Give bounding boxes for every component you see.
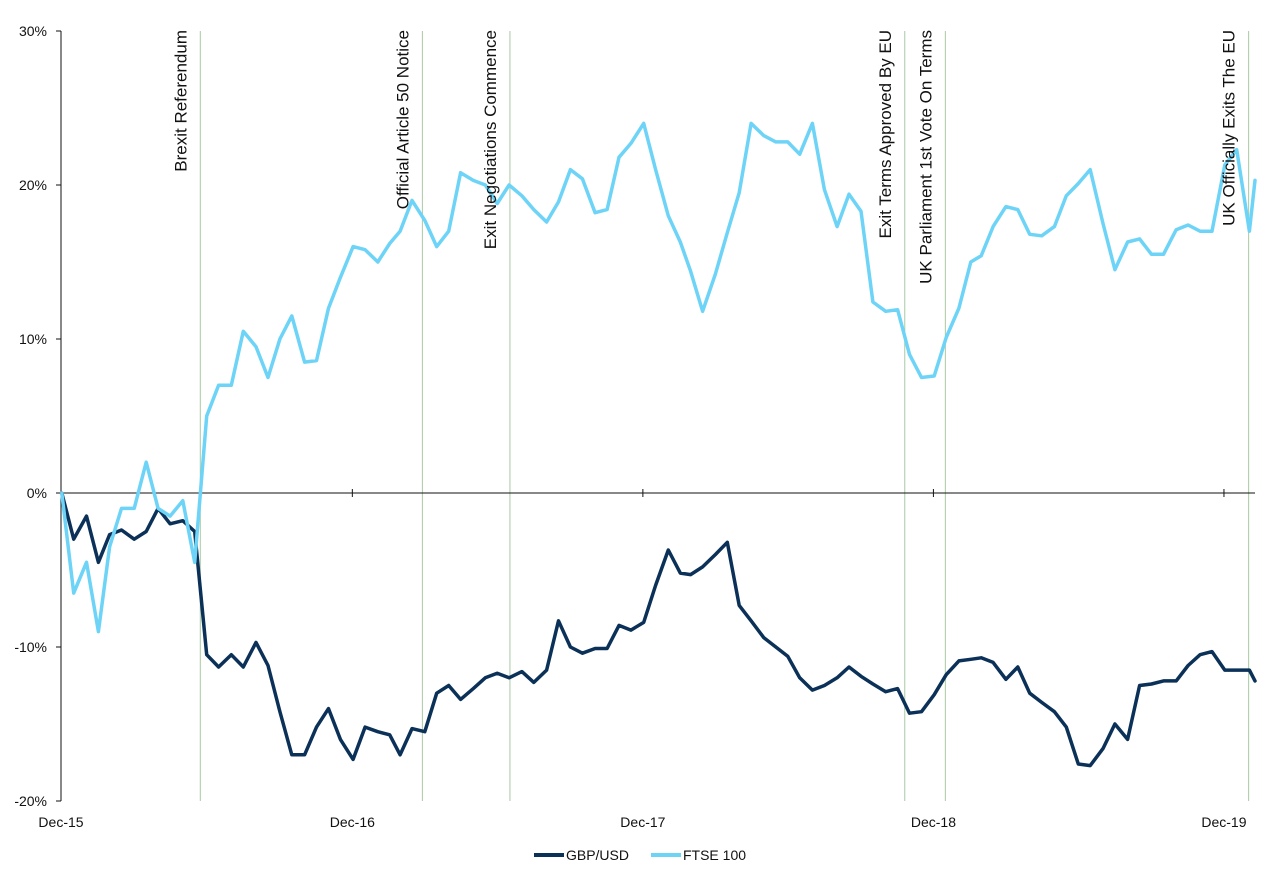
event-label: Official Article 50 Notice [393,30,412,209]
x-tick-label: Dec-18 [911,814,956,830]
x-tick-label: Dec-19 [1201,814,1246,830]
y-tick-label: 0% [27,485,47,501]
legend-swatch-ftse [650,853,681,857]
x-tick-label: Dec-15 [38,814,83,830]
x-tick-label: Dec-16 [330,814,375,830]
legend-item-ftse: FTSE 100 [650,847,747,863]
event-label: UK Officially Exits The EU [1220,30,1239,226]
y-tick-label: -10% [14,639,47,655]
series-line-ftse [60,121,1257,634]
y-tick-label: 10% [19,331,47,347]
legend-item-gbpusd: GBP/USD [533,847,629,863]
legend-label-gbpusd: GBP/USD [565,847,629,863]
legend-label-ftse: FTSE 100 [682,847,747,863]
event-label: Brexit Referendum [171,30,190,172]
y-tick-label: 20% [19,177,47,193]
legend: GBP/USD FTSE 100 [0,847,1280,863]
series-line-gbpusd [60,491,1257,768]
legend-swatch-gbpusd [533,853,564,857]
y-tick-label: -20% [14,793,47,809]
y-tick-label: 30% [19,23,47,39]
event-label: Exit Terms Approved By EU [876,30,895,239]
event-label: UK Parliament 1st Vote On Terms [916,30,935,284]
x-tick-label: Dec-17 [620,814,665,830]
event-label: Exit Negotiations Commence [481,30,500,249]
